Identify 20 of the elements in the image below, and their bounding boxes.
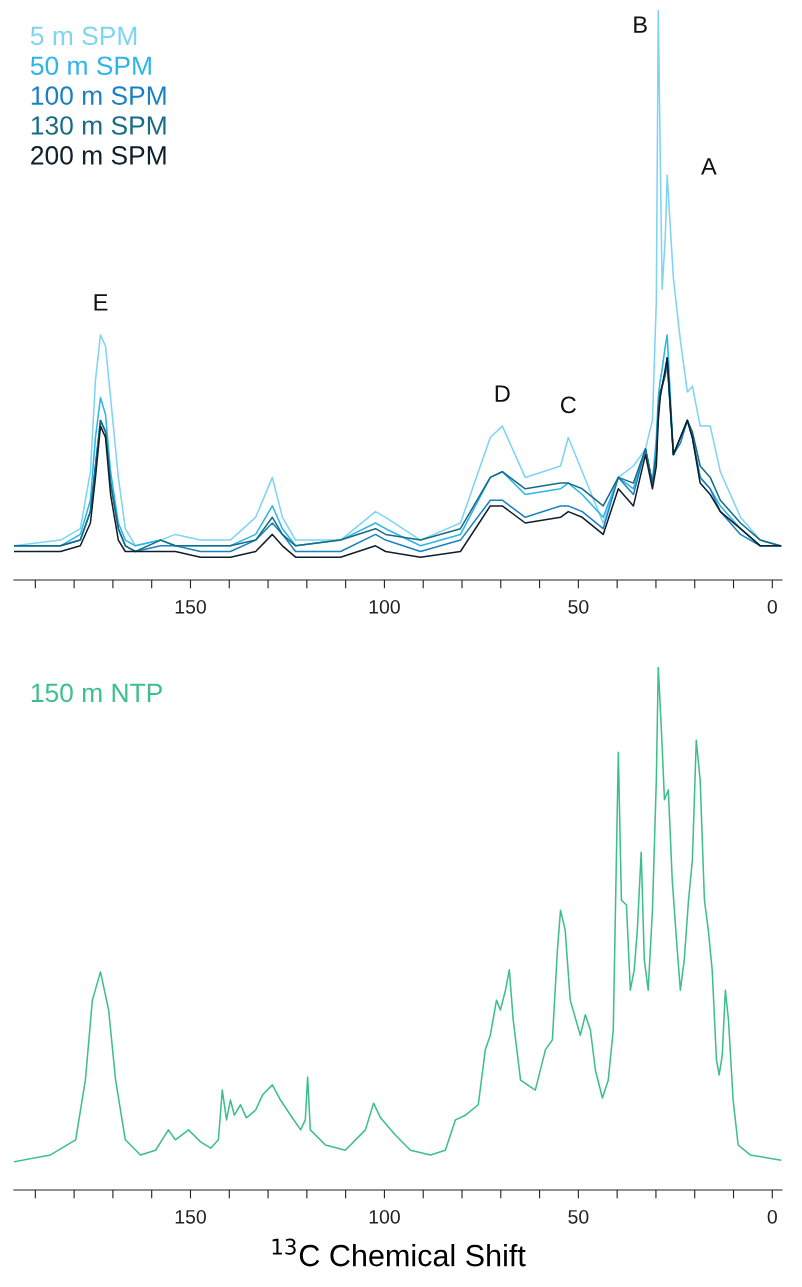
x-tick-label: 100 — [369, 1209, 400, 1224]
text: 5 m SPM — [30, 26, 137, 46]
x-tick-label: 0 — [767, 599, 777, 614]
x-tick-label: 150 — [175, 599, 206, 614]
annotation: E — [94, 294, 108, 311]
x-tick-label: 50 — [568, 599, 589, 614]
text: 150 m NTP — [31, 683, 162, 703]
annotation: C — [560, 396, 576, 414]
text: 130 m SPM — [31, 116, 166, 135]
x-tick-label: 50 — [568, 1209, 589, 1224]
x-tick-label: 100 — [369, 599, 400, 614]
x-tick-label: 0 — [767, 1209, 777, 1224]
annotation: A — [701, 158, 717, 175]
text: 100 m SPM — [31, 86, 166, 105]
annotation: B — [634, 16, 647, 33]
x-tick-label: 150 — [175, 1209, 206, 1224]
annotation: D — [495, 385, 510, 402]
text: 200 m SPM — [31, 146, 166, 165]
x-axis-title: $^{13}$C Chemical Shift — [272, 1238, 526, 1267]
text: 50 m SPM — [30, 56, 151, 76]
